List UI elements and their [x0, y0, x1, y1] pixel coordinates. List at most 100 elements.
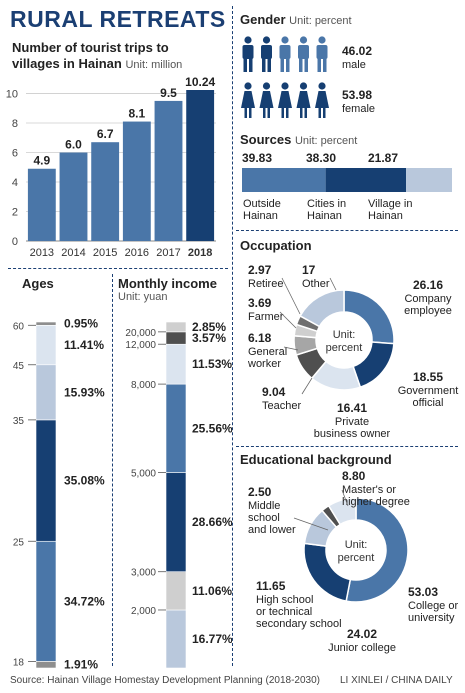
- income-title: Monthly income: [118, 276, 217, 291]
- male-leg: [243, 58, 247, 72]
- male-person-icon: [316, 36, 328, 72]
- male-head: [281, 36, 289, 44]
- occupation-name-label: Government: [398, 385, 459, 397]
- ages-segment-label: 34.72%: [64, 594, 105, 608]
- ages-segment-1: [35, 540, 57, 662]
- trips-bar-label: 10.24: [185, 76, 215, 89]
- footer-source: Source: Hainan Village Homestay Developm…: [10, 675, 320, 686]
- income-segment-6: [165, 321, 187, 333]
- male-head: [262, 36, 271, 44]
- female-leg: [244, 108, 247, 118]
- ages-segment-label: 0.95%: [64, 317, 98, 331]
- male-person-icon: [279, 36, 291, 72]
- ages-tick-label: 35: [13, 416, 25, 427]
- education-name-label: or technical: [256, 606, 312, 618]
- education-name-label: higher degree: [342, 496, 410, 508]
- sources-stacked-bar: [242, 168, 452, 192]
- sources-unit: Unit: percent: [294, 135, 358, 147]
- footer-credit: LI XINLEI / CHINA DAILY: [340, 675, 453, 686]
- occupation-value-label: 3.69: [248, 296, 272, 310]
- income-segment-label: 3.57%: [192, 331, 226, 345]
- income-segment-label: 16.77%: [192, 632, 232, 646]
- male-leg: [280, 58, 284, 72]
- income-segment-3: [165, 383, 187, 473]
- male-leg: [249, 58, 253, 72]
- page-title: RURAL RETREATS: [10, 6, 226, 32]
- income-segment-label: 25.56%: [192, 421, 232, 435]
- occupation-slice-7: [299, 289, 345, 328]
- occupation-name-label: business owner: [314, 428, 391, 440]
- income-segment-label: 2.85%: [192, 320, 226, 334]
- female-dress: [259, 91, 274, 108]
- female-person-icon: [296, 82, 311, 118]
- female-person-icon: [278, 82, 292, 118]
- occupation-center-unit: Unit:: [333, 329, 356, 341]
- male-person-icon: [261, 36, 272, 72]
- female-leg: [263, 108, 266, 118]
- female-leg: [300, 108, 303, 118]
- trips-x-tick: 2014: [61, 247, 85, 259]
- occupation-value-label: 6.18: [248, 331, 272, 345]
- education-name-label: College or: [408, 600, 458, 612]
- sources-title: Sources: [240, 132, 292, 147]
- trips-y-tick: 4: [12, 177, 18, 189]
- trips-unit: Unit: million: [125, 59, 183, 71]
- occupation-value-label: 9.04: [262, 385, 286, 399]
- occupation-value-label: 16.41: [337, 401, 367, 415]
- trips-bar-2017: [154, 100, 183, 241]
- income-segment-5: [165, 331, 187, 345]
- education-value-label: 8.80: [342, 469, 366, 483]
- sources-segment-0: [242, 168, 326, 192]
- trips-y-tick: 2: [12, 207, 18, 219]
- female-dress: [315, 91, 329, 108]
- income-tick-label: 20,000: [125, 328, 156, 339]
- income-tick-label: 12,000: [125, 340, 156, 351]
- sources-heading: Sources Unit: percent: [240, 132, 357, 147]
- sources-segment-2: [406, 168, 452, 192]
- source-value-village: 21.87: [368, 151, 399, 165]
- ages-segment-5: [35, 321, 57, 326]
- occupation-value-label: 26.16: [413, 278, 443, 292]
- female-person-icon: [241, 82, 255, 118]
- occupation-center-unit-value: percent: [326, 342, 363, 354]
- source-value-outside: 39.83: [242, 151, 273, 165]
- male-leg: [304, 58, 308, 72]
- education-value-label: 11.65: [256, 579, 286, 593]
- occupation-leader-line: [279, 311, 297, 329]
- section-divider-right-1: [236, 230, 458, 231]
- occupation-value-label: 2.97: [248, 263, 272, 277]
- female-value: 53.98: [342, 88, 373, 102]
- ages-stacked-bar: 1.91% 34.72% 35.08% 15.93% 11.41% 0.95% 60 45 35…: [13, 317, 105, 672]
- education-name-label: school: [248, 512, 280, 524]
- column-divider-right: [232, 6, 233, 666]
- male-head: [299, 36, 308, 44]
- female-dress: [241, 91, 255, 108]
- trips-x-tick: 2018: [188, 247, 212, 259]
- gender-unit: Unit: percent: [289, 15, 352, 27]
- income-heading: Monthly income Unit: yuan: [118, 276, 217, 303]
- education-center-unit-value: percent: [338, 552, 375, 564]
- education-name-label: and lower: [248, 524, 296, 536]
- ages-segment-label: 35.08%: [64, 474, 105, 488]
- male-head: [318, 36, 326, 44]
- ages-segment-3: [35, 364, 57, 421]
- female-icons: [241, 82, 329, 118]
- trips-heading: Number of tourist trips to villages in H…: [12, 40, 227, 73]
- female-head: [299, 82, 308, 90]
- source-label-cities-line2: Hainan: [307, 210, 342, 222]
- female-head: [244, 82, 252, 90]
- occupation-name-label: Teacher: [262, 400, 301, 412]
- ages-segment-4: [35, 324, 57, 366]
- trips-y-tick: 10: [6, 89, 18, 101]
- male-torso: [279, 45, 291, 59]
- occupation-heading: Occupation: [240, 238, 312, 253]
- occupation-value-label: 18.55: [413, 370, 443, 384]
- female-leg: [249, 108, 252, 118]
- source-label-outside: Outside Hainan: [243, 198, 281, 222]
- trips-bar-chart: 0 2 4 6 8 10 4.9 2013 6.0 2014 6.7 2015 8.1 2016 9.5 20…: [6, 76, 216, 259]
- female-head: [318, 82, 326, 90]
- education-name-label: High school: [256, 594, 313, 606]
- male-head: [244, 36, 252, 44]
- income-tick-label: 5,000: [131, 469, 156, 480]
- section-divider-right-2: [236, 446, 458, 447]
